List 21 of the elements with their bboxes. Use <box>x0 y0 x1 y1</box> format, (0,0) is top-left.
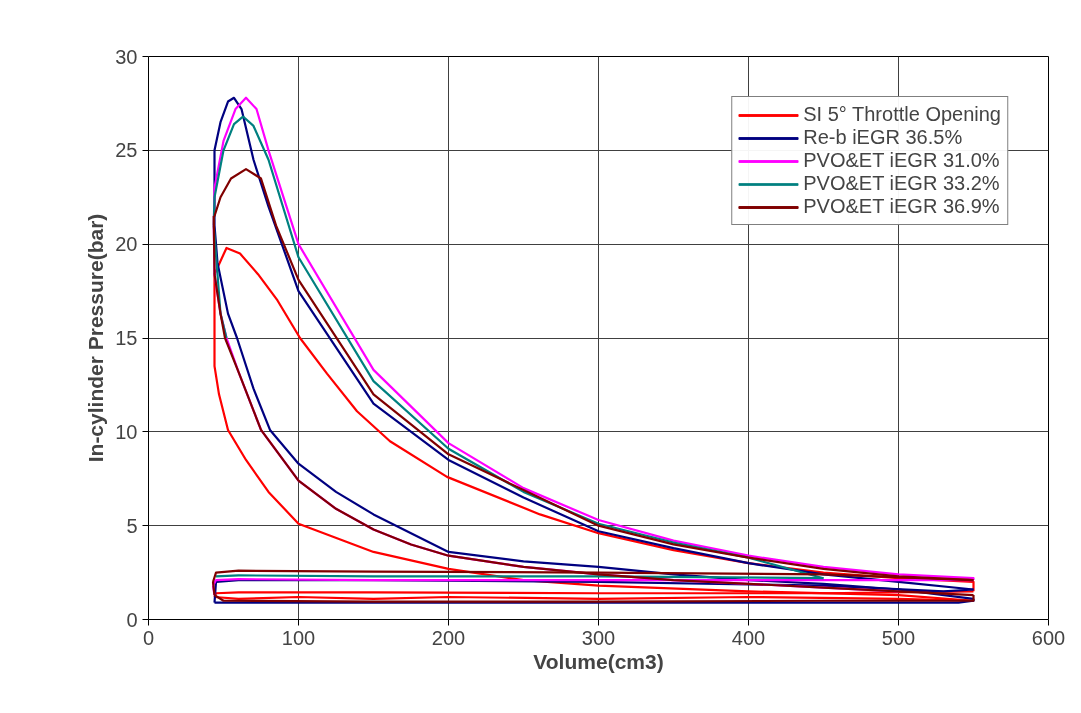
legend-label: SI 5° Throttle Opening <box>803 103 1001 126</box>
y-tick-label: 30 <box>115 45 138 68</box>
y-tick-label: 15 <box>115 327 138 349</box>
y-axis-title: In-cylinder Pressure(bar) <box>84 213 108 463</box>
y-tick-label: 20 <box>115 233 138 256</box>
x-tick-label: 300 <box>581 626 616 649</box>
x-tick-label: 600 <box>1031 626 1066 649</box>
x-axis-title: Volume(cm3) <box>533 649 664 673</box>
x-tick-label: 400 <box>731 626 766 649</box>
y-tick-label: 5 <box>126 514 138 537</box>
y-tick-label: 10 <box>115 420 138 443</box>
x-tick-label: 200 <box>431 626 466 649</box>
legend-label: PVO&ET iEGR 33.2% <box>803 172 1000 195</box>
y-tick-label: 0 <box>126 608 138 631</box>
legend-label: PVO&ET iEGR 36.9% <box>803 195 1000 218</box>
legend-label: PVO&ET iEGR 31.0% <box>803 149 1000 172</box>
x-tick-label: 500 <box>881 626 916 649</box>
x-tick-label: 100 <box>281 626 316 649</box>
y-tick-label: 25 <box>115 139 138 162</box>
x-tick-label: 0 <box>142 626 155 649</box>
legend-label: Re-b iEGR 36.5% <box>803 126 963 149</box>
